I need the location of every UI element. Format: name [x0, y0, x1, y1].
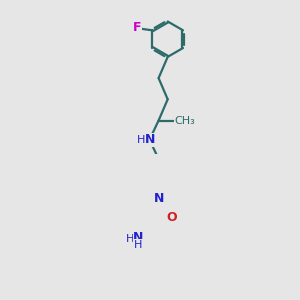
- Text: N: N: [145, 133, 156, 146]
- Text: H: H: [126, 234, 134, 244]
- Text: O: O: [167, 211, 177, 224]
- Text: H: H: [134, 240, 142, 250]
- Text: CH₃: CH₃: [175, 116, 195, 125]
- Text: F: F: [133, 21, 142, 34]
- Text: H: H: [137, 135, 146, 145]
- Text: N: N: [153, 192, 164, 205]
- Text: N: N: [133, 231, 144, 244]
